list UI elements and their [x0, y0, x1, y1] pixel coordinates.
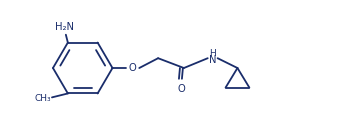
Text: H₂N: H₂N [55, 22, 74, 32]
Text: CH₃: CH₃ [34, 94, 51, 103]
Text: H: H [209, 49, 216, 58]
Text: N: N [209, 55, 216, 65]
Text: O: O [177, 84, 185, 94]
Text: O: O [128, 63, 136, 73]
